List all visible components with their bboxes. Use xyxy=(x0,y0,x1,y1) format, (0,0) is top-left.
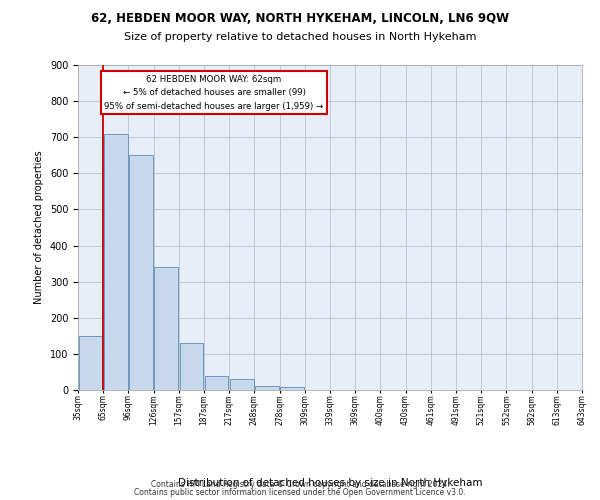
Text: 62, HEBDEN MOOR WAY, NORTH HYKEHAM, LINCOLN, LN6 9QW: 62, HEBDEN MOOR WAY, NORTH HYKEHAM, LINC… xyxy=(91,12,509,26)
X-axis label: Distribution of detached houses by size in North Hykeham: Distribution of detached houses by size … xyxy=(178,478,482,488)
Bar xyxy=(104,134,128,390)
Bar xyxy=(129,156,153,390)
Bar xyxy=(154,267,178,390)
Text: Contains public sector information licensed under the Open Government Licence v3: Contains public sector information licen… xyxy=(134,488,466,497)
Text: 62 HEBDEN MOOR WAY: 62sqm
← 5% of detached houses are smaller (99)
95% of semi-d: 62 HEBDEN MOOR WAY: 62sqm ← 5% of detach… xyxy=(104,74,324,111)
Bar xyxy=(230,379,254,390)
Bar xyxy=(79,336,103,390)
Bar xyxy=(179,343,203,390)
Bar xyxy=(280,387,304,390)
Bar xyxy=(255,386,279,390)
Bar xyxy=(205,376,229,390)
Y-axis label: Number of detached properties: Number of detached properties xyxy=(34,150,44,304)
Text: Size of property relative to detached houses in North Hykeham: Size of property relative to detached ho… xyxy=(124,32,476,42)
Text: Contains HM Land Registry data © Crown copyright and database right 2024.: Contains HM Land Registry data © Crown c… xyxy=(151,480,449,489)
